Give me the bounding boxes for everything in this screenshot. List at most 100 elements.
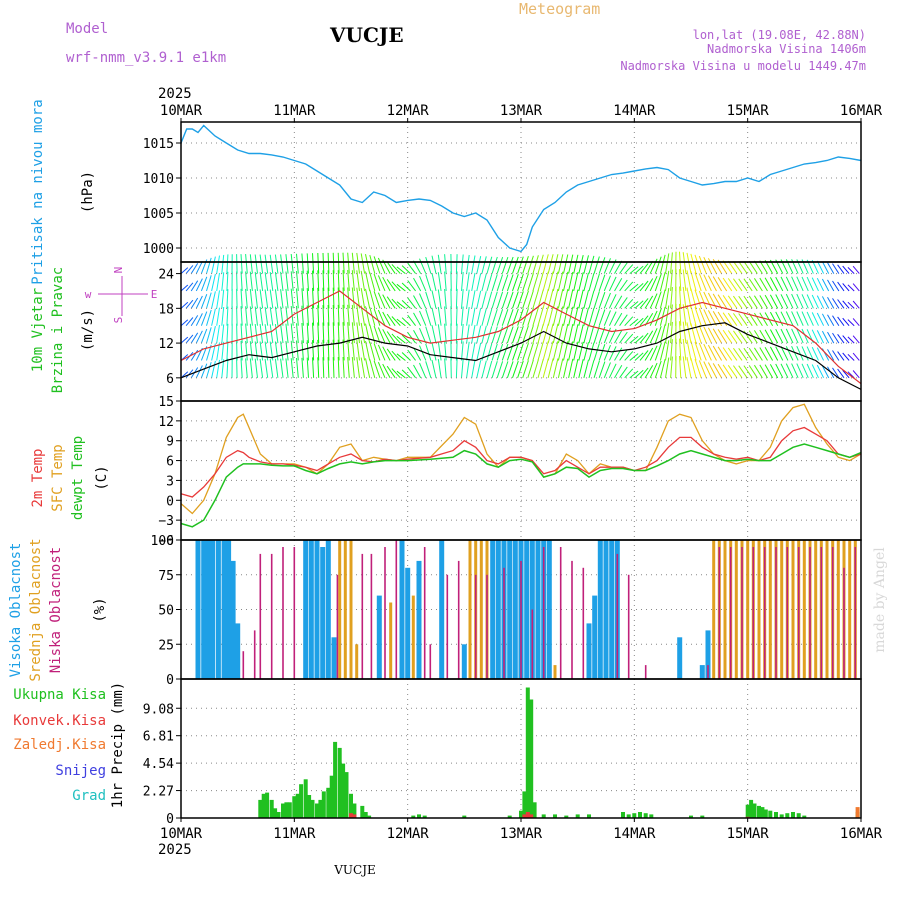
wind-barb xyxy=(532,307,539,326)
wind-barb xyxy=(614,364,623,379)
precip-bar-total xyxy=(341,763,346,818)
wind-barb xyxy=(466,324,470,344)
wind-barb xyxy=(269,306,274,326)
wind-barb xyxy=(654,256,662,274)
cloud-bar-mid xyxy=(791,540,795,679)
wind-barb xyxy=(254,289,258,309)
wind-barb xyxy=(226,289,229,309)
precip-bar-total xyxy=(519,810,523,818)
wind-barb xyxy=(337,322,340,344)
wind-barb xyxy=(327,287,330,309)
wind-barb xyxy=(471,272,476,292)
wind-barb xyxy=(639,280,649,292)
precip-bar-total xyxy=(796,813,801,818)
wind-barb xyxy=(578,289,584,309)
wind-barb xyxy=(624,264,634,274)
wind-barb xyxy=(796,363,804,379)
wind-barb xyxy=(347,356,350,378)
wind-barb xyxy=(670,269,673,292)
wind-barb xyxy=(598,344,606,361)
wind-barb xyxy=(461,341,464,361)
wind-barb xyxy=(847,267,855,274)
wind-barb xyxy=(296,305,299,326)
wind-barb xyxy=(327,304,330,326)
wind-barb xyxy=(280,289,284,309)
wind-barb xyxy=(821,261,830,274)
wind-barb xyxy=(301,322,304,344)
y-tick-label: 50 xyxy=(158,604,174,619)
cloud-bar-high xyxy=(308,540,314,679)
lonlat-label: lon,lat (19.08E, 42.88N) xyxy=(693,28,866,42)
cloud-bar-high xyxy=(597,540,603,679)
wind-barb xyxy=(396,353,406,361)
wind-barb xyxy=(180,301,189,309)
wind-barb xyxy=(712,345,723,361)
wind-barb xyxy=(259,358,264,378)
wind-barb xyxy=(619,349,628,361)
wind-barb xyxy=(461,358,464,378)
wind-barb xyxy=(698,325,707,344)
wind-barb xyxy=(722,312,733,326)
wind-barb xyxy=(280,254,284,274)
precip-bar-total xyxy=(310,799,315,818)
precip-bar-total xyxy=(273,808,278,818)
wind-barb xyxy=(811,294,819,309)
wind-barb xyxy=(624,316,634,327)
wind-barb xyxy=(360,305,366,326)
cloud-bar-high xyxy=(592,595,598,679)
wind-barb xyxy=(748,365,758,379)
wind-barb xyxy=(360,322,366,344)
wind-barb xyxy=(629,318,639,327)
y-tick-label: 3 xyxy=(166,474,174,489)
wind-barb xyxy=(512,326,519,344)
wind-barb xyxy=(373,325,381,344)
wind-barb xyxy=(769,294,779,309)
wind-barb xyxy=(327,270,330,291)
wind-barb xyxy=(245,358,248,378)
wind-barb xyxy=(563,323,569,344)
wind-barb xyxy=(791,328,799,344)
wind-barb xyxy=(481,273,487,292)
cloud-bar-high xyxy=(210,540,216,679)
wind-barb xyxy=(563,341,569,361)
wind-barb xyxy=(563,358,569,378)
precip-bar-convective xyxy=(522,814,527,818)
time-tick-bottom: 12MAR xyxy=(387,826,430,842)
wind-barb xyxy=(245,340,248,361)
wind-barb xyxy=(811,312,819,326)
wind-barb xyxy=(837,299,845,309)
wind-barb xyxy=(614,278,623,292)
wind-barb xyxy=(226,358,229,378)
wind-barb xyxy=(481,325,487,344)
wind-barb xyxy=(259,341,264,361)
wind-barb xyxy=(738,330,748,344)
wind-barb xyxy=(501,326,509,344)
cloud-bar-low xyxy=(763,547,766,679)
wind-barb xyxy=(431,342,437,361)
wind-barb xyxy=(206,309,212,326)
wind-barb xyxy=(491,274,498,292)
wind-barb xyxy=(221,306,225,326)
wind-barb xyxy=(517,325,524,344)
wind-barb xyxy=(332,304,335,326)
time-tick-bottom: 10MAR xyxy=(160,826,203,842)
precip-bar-total xyxy=(752,803,757,818)
wind-barb xyxy=(769,311,779,326)
wind-barb xyxy=(837,281,845,292)
wind-barb xyxy=(332,252,335,274)
wind-barb xyxy=(748,295,758,309)
wind-barb xyxy=(624,368,634,379)
wind-barb xyxy=(832,280,840,292)
wind-barb xyxy=(816,330,825,344)
wind-barb xyxy=(185,282,194,292)
wind-barb xyxy=(827,331,835,344)
cloud-bar-mid xyxy=(848,540,852,679)
wind-barb xyxy=(644,278,654,292)
wind-barb xyxy=(444,358,447,378)
wind-barb xyxy=(654,360,662,378)
wind-barb xyxy=(644,295,654,309)
wind-barb xyxy=(391,350,401,361)
wind-barb xyxy=(542,254,549,274)
wind-barb xyxy=(342,356,345,378)
wind-barb xyxy=(401,352,411,361)
